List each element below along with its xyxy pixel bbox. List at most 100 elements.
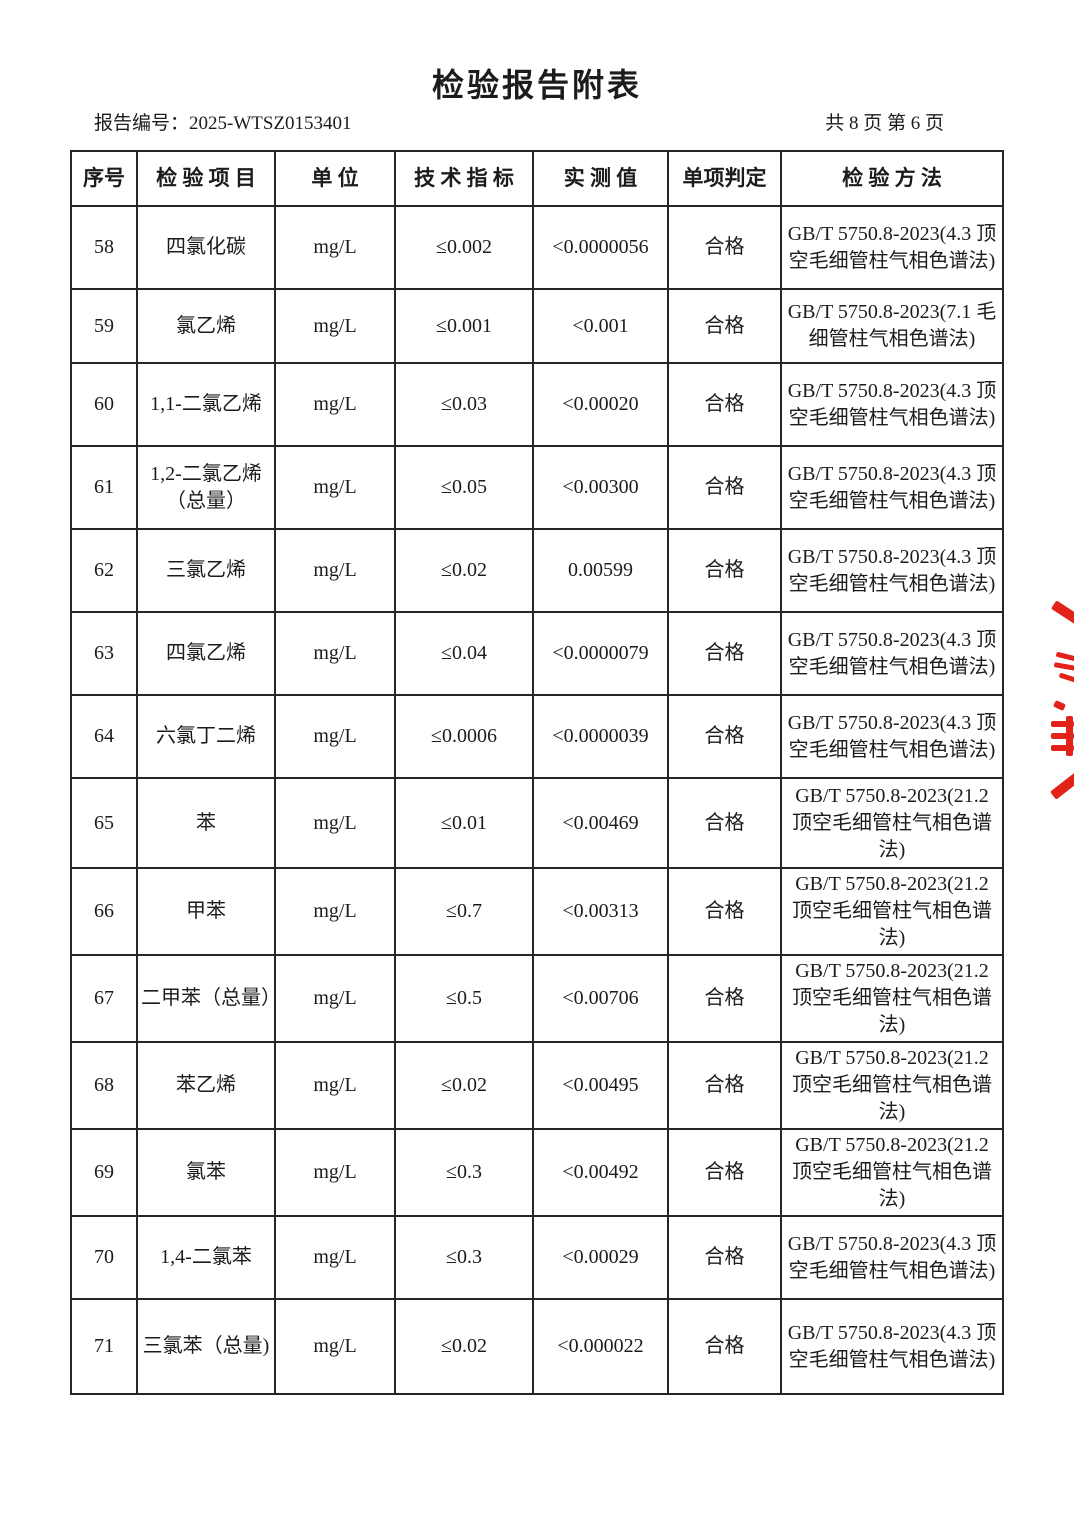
cell-unit: mg/L	[274, 694, 396, 779]
cell-measured: <0.0000079	[532, 611, 669, 696]
cell-item: 氯苯	[136, 1128, 276, 1217]
table-row: 70 1,4-二氯苯 mg/L ≤0.3 <0.00029 合格 GB/T 5750.8-2…	[70, 1215, 1004, 1300]
cell-method: GB/T 5750.8-2023(21.2 顶空毛细管柱气相色谱法)	[780, 1128, 1004, 1217]
cell-measured: <0.001	[532, 288, 669, 364]
cell-no: 70	[70, 1215, 138, 1300]
cell-unit: mg/L	[274, 445, 396, 530]
cell-item: 四氯化碳	[136, 205, 276, 290]
cell-judgment: 合格	[667, 205, 782, 290]
report-meta: 报告编号：2025-WTSZ0153401 共 8 页 第 6 页	[94, 108, 944, 135]
cell-measured: <0.00313	[532, 867, 669, 956]
test-results-table: 序号检 验 项 目单 位技 术 指 标实 测 值单项判定检 验 方 法 58 四氯…	[70, 150, 1004, 1395]
table-row: 61 1,2-二氯乙烯（总量） mg/L ≤0.05 <0.00300 合格 GB/T 57…	[70, 445, 1004, 530]
cell-method: GB/T 5750.8-2023(21.2 顶空毛细管柱气相色谱法)	[780, 867, 1004, 956]
cell-item: 四氯乙烯	[136, 611, 276, 696]
cell-no: 68	[70, 1041, 138, 1130]
cell-no: 59	[70, 288, 138, 364]
cell-judgment: 合格	[667, 1041, 782, 1130]
cell-unit: mg/L	[274, 205, 396, 290]
cell-no: 69	[70, 1128, 138, 1217]
column-header: 检 验 项 目	[136, 150, 276, 207]
cell-limit: ≤0.002	[394, 205, 534, 290]
cell-measured: <0.00029	[532, 1215, 669, 1300]
cell-limit: ≤0.05	[394, 445, 534, 530]
cell-item: 苯	[136, 777, 276, 869]
table-header-row: 序号检 验 项 目单 位技 术 指 标实 测 值单项判定检 验 方 法	[70, 150, 1004, 207]
cell-measured: <0.000022	[532, 1298, 669, 1395]
cell-method: GB/T 5750.8-2023(4.3 顶空毛细管柱气相色谱法)	[780, 1298, 1004, 1395]
cell-measured: <0.00492	[532, 1128, 669, 1217]
cell-limit: ≤0.02	[394, 528, 534, 613]
cell-item: 苯乙烯	[136, 1041, 276, 1130]
cell-judgment: 合格	[667, 611, 782, 696]
cell-judgment: 合格	[667, 1128, 782, 1217]
cell-limit: ≤0.3	[394, 1128, 534, 1217]
cell-unit: mg/L	[274, 528, 396, 613]
table-row: 65 苯 mg/L ≤0.01 <0.00469 合格 GB/T 5750.8-2023(2…	[70, 777, 1004, 869]
cell-item: 二甲苯（总量）	[136, 954, 281, 1043]
cell-measured: <0.00706	[532, 954, 669, 1043]
cell-judgment: 合格	[667, 528, 782, 613]
cell-unit: mg/L	[274, 777, 396, 869]
cell-limit: ≤0.03	[394, 362, 534, 447]
cell-no: 62	[70, 528, 138, 613]
cell-no: 65	[70, 777, 138, 869]
cell-unit: mg/L	[274, 1215, 396, 1300]
table-row: 62 三氯乙烯 mg/L ≤0.02 0.00599 合格 GB/T 5750.8-2023…	[70, 528, 1004, 613]
cell-method: GB/T 5750.8-2023(21.2 顶空毛细管柱气相色谱法)	[780, 1041, 1004, 1130]
cell-measured: <0.0000039	[532, 694, 669, 779]
cell-judgment: 合格	[667, 694, 782, 779]
report-number-value: 2025-WTSZ0153401	[189, 113, 352, 134]
cell-unit: mg/L	[274, 954, 396, 1043]
cell-limit: ≤0.01	[394, 777, 534, 869]
table-body: 58 四氯化碳 mg/L ≤0.002 <0.0000056 合格 GB/T 5750.8-…	[70, 205, 1004, 1395]
stamp-stroke	[1053, 662, 1074, 671]
cell-judgment: 合格	[667, 362, 782, 447]
cell-judgment: 合格	[667, 954, 782, 1043]
cell-unit: mg/L	[274, 611, 396, 696]
cell-measured: <0.00495	[532, 1041, 669, 1130]
column-header: 单项判定	[667, 150, 782, 207]
cell-no: 60	[70, 362, 138, 447]
cell-item: 六氯丁二烯	[136, 694, 276, 779]
cell-judgment: 合格	[667, 1215, 782, 1300]
cell-judgment: 合格	[667, 1298, 782, 1395]
cell-item: 1,1-二氯乙烯	[136, 362, 276, 447]
column-header: 检 验 方 法	[780, 150, 1004, 207]
cell-limit: ≤0.5	[394, 954, 534, 1043]
cell-method: GB/T 5750.8-2023(7.1 毛细管柱气相色谱法)	[780, 288, 1004, 364]
column-header: 实 测 值	[532, 150, 669, 207]
cell-item: 氯乙烯	[136, 288, 276, 364]
cell-method: GB/T 5750.8-2023(4.3 顶空毛细管柱气相色谱法)	[780, 1215, 1004, 1300]
cell-judgment: 合格	[667, 867, 782, 956]
cell-no: 67	[70, 954, 138, 1043]
cell-limit: ≤0.02	[394, 1298, 534, 1395]
cell-measured: <0.00020	[532, 362, 669, 447]
cell-method: GB/T 5750.8-2023(4.3 顶空毛细管柱气相色谱法)	[780, 528, 1004, 613]
cell-method: GB/T 5750.8-2023(4.3 顶空毛细管柱气相色谱法)	[780, 694, 1004, 779]
cell-no: 58	[70, 205, 138, 290]
cell-unit: mg/L	[274, 867, 396, 956]
stamp-stroke	[1053, 700, 1066, 711]
cell-method: GB/T 5750.8-2023(4.3 顶空毛细管柱气相色谱法)	[780, 611, 1004, 696]
cell-method: GB/T 5750.8-2023(4.3 顶空毛细管柱气相色谱法)	[780, 205, 1004, 290]
cell-no: 71	[70, 1298, 138, 1395]
cell-no: 61	[70, 445, 138, 530]
column-header: 序号	[70, 150, 138, 207]
cell-item: 三氯乙烯	[136, 528, 276, 613]
cell-item: 三氯苯（总量)	[136, 1298, 276, 1395]
cell-limit: ≤0.7	[394, 867, 534, 956]
cell-limit: ≤0.3	[394, 1215, 534, 1300]
cell-measured: <0.00469	[532, 777, 669, 869]
cell-limit: ≤0.0006	[394, 694, 534, 779]
cell-unit: mg/L	[274, 362, 396, 447]
table-row: 68 苯乙烯 mg/L ≤0.02 <0.00495 合格 GB/T 5750.8-2023…	[70, 1041, 1004, 1130]
cell-item: 甲苯	[136, 867, 276, 956]
stamp-stroke	[1050, 762, 1074, 800]
stamp-stroke	[1051, 745, 1074, 751]
red-seal-stamp-fragment	[1042, 596, 1074, 808]
stamp-stroke	[1051, 733, 1074, 739]
cell-item: 1,4-二氯苯	[136, 1215, 276, 1300]
stamp-stroke	[1051, 721, 1074, 727]
table-row: 64 六氯丁二烯 mg/L ≤0.0006 <0.0000039 合格 GB/T 5750.…	[70, 694, 1004, 779]
